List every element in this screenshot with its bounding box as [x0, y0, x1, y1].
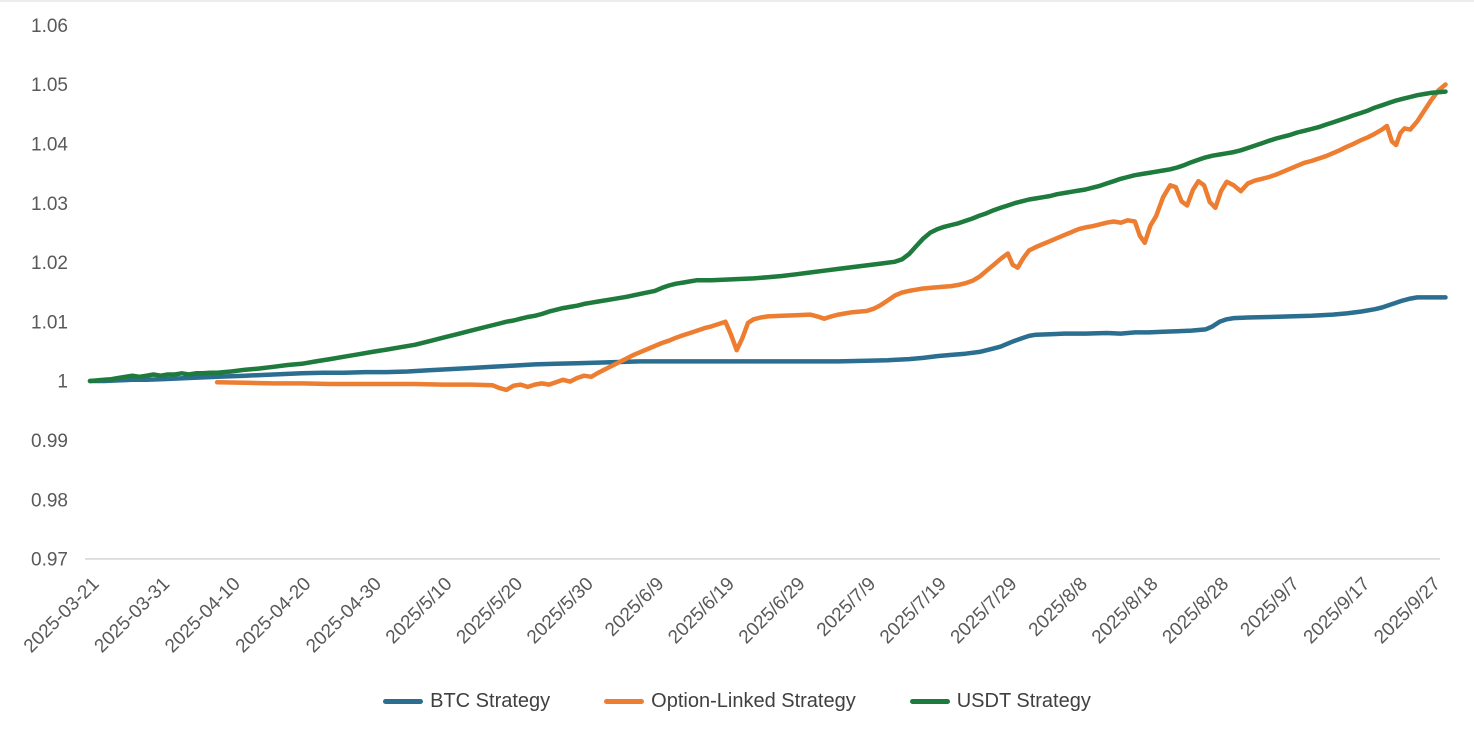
series-line-option-linked-strategy [214, 82, 1448, 393]
x-tick-label: 2025/9/27 [1370, 574, 1445, 649]
legend-line-swatch [383, 699, 424, 704]
series-line-btc-strategy [87, 295, 1448, 384]
y-tick-label: 1.05 [31, 75, 68, 96]
x-tick-label: 2025-04-30 [302, 574, 386, 658]
legend-item-option-linked-strategy: Option-Linked Strategy [604, 690, 856, 713]
y-tick-label: 0.98 [31, 490, 68, 511]
legend-line-swatch [909, 699, 950, 704]
y-tick-label: 1.06 [31, 16, 68, 37]
x-tick-label: 2025-03-31 [91, 574, 175, 658]
series-lines [87, 82, 1448, 393]
x-tick-label: 2025/8/18 [1088, 574, 1163, 649]
x-tick-labels: 2025-03-212025-03-312025-04-102025-04-20… [20, 574, 1445, 658]
y-tick-label: 0.97 [31, 550, 68, 571]
legend-label: USDT Strategy [956, 690, 1091, 712]
chart-legend: BTC Strategy Option-Linked Strategy USDT S… [0, 690, 1474, 713]
x-tick-label: 2025/7/9 [813, 574, 880, 641]
x-tick-label: 2025/5/30 [523, 574, 598, 649]
y-tick-label: 1.01 [31, 312, 68, 333]
x-tick-label: 2025/6/19 [664, 574, 739, 649]
x-tick-label: 2025-04-20 [232, 574, 316, 658]
x-tick-label: 2025/8/8 [1025, 574, 1092, 641]
x-tick-label: 2025/9/7 [1237, 574, 1304, 641]
y-tick-label: 1.04 [31, 134, 68, 155]
x-tick-label: 2025/6/29 [735, 574, 810, 649]
y-tick-label: 0.99 [31, 431, 68, 452]
legend-item-btc-strategy: BTC Strategy [383, 690, 550, 713]
legend-label: BTC Strategy [430, 690, 551, 712]
legend-line-swatch [604, 699, 645, 704]
x-tick-label: 2025/9/17 [1300, 574, 1375, 649]
x-tick-label: 2025/6/9 [601, 574, 668, 641]
x-tick-label: 2025/8/28 [1159, 574, 1234, 649]
y-tick-label: 1.03 [31, 194, 68, 215]
y-tick-label: 1 [57, 372, 68, 393]
x-tick-label: 2025/7/29 [947, 574, 1022, 649]
x-tick-label: 2025-04-10 [161, 574, 245, 658]
x-tick-label: 2025-03-21 [20, 574, 104, 658]
y-tick-labels: 1.06 1.05 1.04 1.03 1.02 1.01 1 0.99 0.98 0.97 [31, 16, 68, 571]
x-tick-label: 2025/7/19 [876, 574, 951, 649]
y-tick-label: 1.02 [31, 253, 68, 274]
series-line-usdt-strategy [87, 89, 1448, 384]
x-tick-label: 2025/5/20 [453, 574, 528, 649]
legend-label: Option-Linked Strategy [651, 690, 856, 712]
top-edge-line [0, 0, 1474, 2]
x-tick-label: 2025/5/10 [382, 574, 457, 649]
legend-item-usdt-strategy: USDT Strategy [909, 690, 1091, 713]
